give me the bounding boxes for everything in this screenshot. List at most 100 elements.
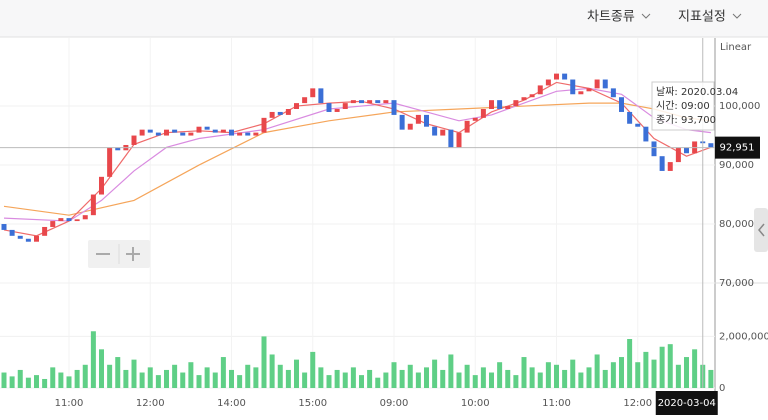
volume-bar [350,367,356,388]
chevron [641,13,651,19]
candle-body [318,88,324,104]
x-tick-label: 11:00 [55,398,84,409]
candle-body [220,129,226,133]
volume-bar [139,372,145,388]
volume-bar [277,364,283,388]
candle-body [350,100,356,104]
volume-bar [245,364,251,388]
candle-body [237,132,243,136]
indicator-menu[interactable]: 지표설정 [678,10,726,25]
volume-bar [464,364,470,388]
candle-body [489,100,494,110]
candle-body [513,100,519,107]
candle-body [432,126,438,136]
volume-bar [326,375,332,388]
tab-arrow [758,223,765,237]
candle-body [619,97,624,112]
volume-bar [513,375,519,388]
volume-bar [440,369,446,388]
candle-body [253,132,259,136]
volume-bar [578,372,584,388]
candle-body [115,147,121,151]
volume-bar [619,357,624,388]
chart-type-menu[interactable]: 차트종류 [587,10,635,25]
scale-label: Linear [720,42,752,53]
candle-body [334,109,340,112]
candle-body [188,132,194,136]
volume-bar [586,367,592,388]
candle-body [602,79,608,89]
candle-body [131,135,137,145]
volume-bar [367,369,373,388]
candle-body [294,103,299,110]
candle-body [269,111,275,118]
volume-bar [1,372,7,388]
volume-bar [383,372,389,388]
x-tick-label: 14:00 [217,398,246,409]
candle-body [204,126,210,130]
date-label: 2020-03-04 [658,398,716,409]
volume-bar [594,354,600,388]
date-label-box [655,391,718,415]
y-tick-label: 0 [719,383,725,394]
candle-body [74,219,80,222]
candle-body [164,129,169,136]
volume-bar [302,372,308,388]
candle-body [99,176,104,195]
x-tick-label: 12:00 [136,398,165,409]
volume-bar [220,357,226,388]
volume-bar [212,372,218,388]
volume-bar [456,372,462,388]
candle-body [245,132,251,136]
volume-bar [261,336,267,388]
tooltip-line: 날짜: 2020.03.04 [656,86,738,98]
candle-body [342,103,348,110]
volume-bar [391,362,397,388]
volume-bar [554,364,559,388]
candle-body [480,109,486,118]
x-tick-label: 09:00 [380,398,409,409]
volume-bar [342,372,348,388]
chevron [732,13,742,19]
tooltip-box [651,81,715,131]
volume-bar [529,367,535,388]
volume-bar [424,367,429,388]
volume-bar [229,369,234,388]
volume-bar [675,364,681,388]
volume-bar [570,359,576,388]
candle-body [651,141,657,157]
candle-body [578,91,584,95]
volume-bar [25,377,31,388]
candle-body [505,106,511,110]
volume-bar [334,369,340,388]
volume-bar [627,339,633,388]
volume-bar [684,357,689,388]
moving-average-line [3,87,711,222]
candle-body [383,100,389,104]
volume-bar [521,357,527,388]
candle-body [229,129,234,136]
candle-body [529,94,535,98]
candle-body [277,111,283,115]
volume-bar [562,369,568,388]
y-tick-label: 70,000 [719,278,754,289]
candle-body [586,88,592,92]
candle-body [448,129,454,148]
candle-body [562,73,568,80]
candle-body [610,88,616,98]
volume-bar [432,359,438,388]
candle-body [359,100,364,104]
side-panel-tab[interactable] [754,208,768,252]
candle-body [58,218,64,222]
volume-bar [651,359,657,388]
volume-bar [82,364,88,388]
candle-body [537,85,543,95]
candle-body [285,109,291,115]
volume-bar [375,377,381,388]
candle-body [261,117,267,133]
volume-bar [204,367,210,388]
volume-bar [237,375,243,388]
volume-bar [42,378,48,388]
candle-body [497,100,503,110]
volume-bar [635,362,641,388]
